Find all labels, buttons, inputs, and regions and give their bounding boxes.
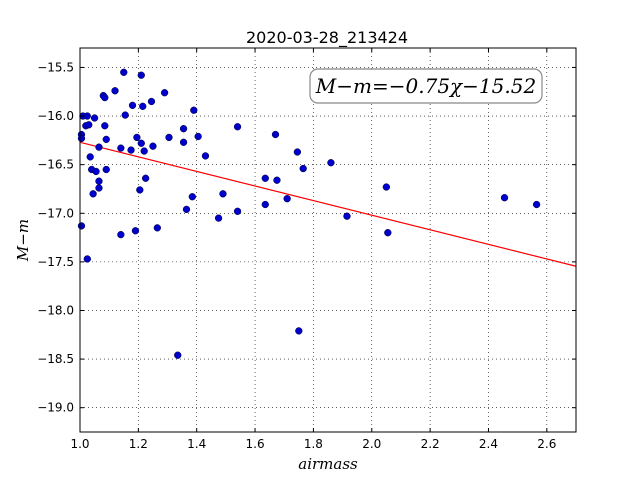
chart-title: 2020-03-28_213424 — [246, 28, 408, 48]
data-point — [101, 93, 109, 102]
data-point — [174, 351, 182, 359]
data-point — [271, 130, 280, 139]
x-tick-label: 1.4 — [187, 437, 206, 451]
data-point — [327, 159, 335, 167]
data-point — [92, 167, 100, 176]
data-point — [233, 207, 242, 215]
data-point — [120, 68, 128, 76]
annotation-text: M−m=−0.75χ−15.52 — [315, 74, 536, 98]
points-group — [77, 68, 541, 359]
data-point — [101, 122, 109, 130]
data-point — [261, 174, 269, 182]
data-point — [165, 133, 173, 142]
data-point — [137, 139, 145, 147]
data-point — [102, 135, 110, 144]
data-point — [190, 106, 198, 114]
fit-line-group — [79, 141, 577, 267]
data-point — [133, 133, 141, 142]
data-point — [89, 190, 97, 198]
data-point — [140, 147, 148, 155]
annotation-box: M−m=−0.75χ−15.52 — [309, 68, 543, 104]
y-axis-ticks: −15.5 −16.0 −16.5 −17.0 −17.5 −18.0 −18.5 −19.0 — [37, 60, 576, 415]
y-tick-label: −18.5 — [37, 352, 74, 366]
y-axis-label: M−m — [14, 219, 32, 262]
data-point — [117, 144, 125, 152]
data-point — [111, 87, 119, 95]
x-axis-ticks: 1.0 1.2 1.4 1.6 1.8 2.0 2.2 2.4 2.6 — [70, 48, 556, 451]
x-tick-label: 1.2 — [129, 437, 148, 451]
data-point — [127, 146, 135, 154]
data-point — [179, 125, 188, 133]
data-point — [141, 174, 150, 182]
data-point — [219, 190, 227, 198]
data-point — [382, 183, 391, 191]
y-tick-label: −16.0 — [37, 109, 74, 123]
data-point — [188, 193, 196, 201]
data-point — [182, 205, 191, 214]
data-point — [121, 111, 129, 119]
data-point — [77, 222, 86, 230]
x-tick-label: 2.6 — [537, 437, 556, 451]
x-tick-label: 1.0 — [70, 437, 89, 451]
y-tick-label: −17.0 — [37, 206, 74, 220]
annotation-frame — [309, 68, 543, 104]
y-tick-label: −19.0 — [37, 401, 74, 415]
data-point — [102, 165, 110, 174]
data-point — [261, 200, 269, 209]
data-point — [128, 101, 137, 110]
data-point — [273, 176, 281, 184]
data-point — [283, 195, 291, 203]
data-point — [90, 114, 99, 122]
y-tick-label: −15.5 — [37, 60, 74, 74]
data-point — [160, 89, 169, 97]
data-point — [299, 164, 307, 173]
data-point — [136, 186, 144, 194]
data-point — [86, 153, 94, 161]
data-point — [153, 224, 161, 232]
data-point — [233, 123, 242, 131]
data-point — [147, 97, 156, 106]
x-tick-label: 2.2 — [421, 437, 440, 451]
data-point — [384, 229, 392, 237]
data-point — [137, 71, 145, 79]
data-point — [201, 152, 210, 160]
data-point — [179, 138, 188, 146]
x-axis-label: airmass — [298, 455, 358, 473]
data-point — [214, 214, 223, 222]
x-tick-label: 1.6 — [246, 437, 265, 451]
fit-line — [79, 141, 577, 267]
data-point — [194, 132, 202, 141]
data-point — [295, 327, 303, 335]
data-point — [139, 102, 147, 110]
data-point — [95, 184, 103, 192]
x-tick-label: 1.8 — [304, 437, 323, 451]
data-point — [95, 177, 103, 185]
data-point — [77, 134, 86, 143]
data-point — [131, 227, 140, 235]
x-tick-label: 2.4 — [479, 437, 498, 451]
x-tick-label: 2.0 — [362, 437, 381, 451]
data-point — [343, 212, 351, 220]
data-point — [117, 231, 125, 239]
data-point — [500, 194, 509, 202]
data-point — [83, 255, 91, 263]
y-tick-label: −18.0 — [37, 303, 74, 317]
data-point — [149, 142, 157, 150]
y-tick-label: −16.5 — [37, 158, 74, 172]
data-point — [83, 112, 91, 120]
plot-area-frame — [79, 47, 577, 433]
data-point — [85, 121, 93, 129]
data-point — [293, 148, 302, 156]
data-point — [532, 200, 541, 209]
y-tick-label: −17.5 — [37, 255, 74, 269]
data-point — [95, 143, 103, 151]
